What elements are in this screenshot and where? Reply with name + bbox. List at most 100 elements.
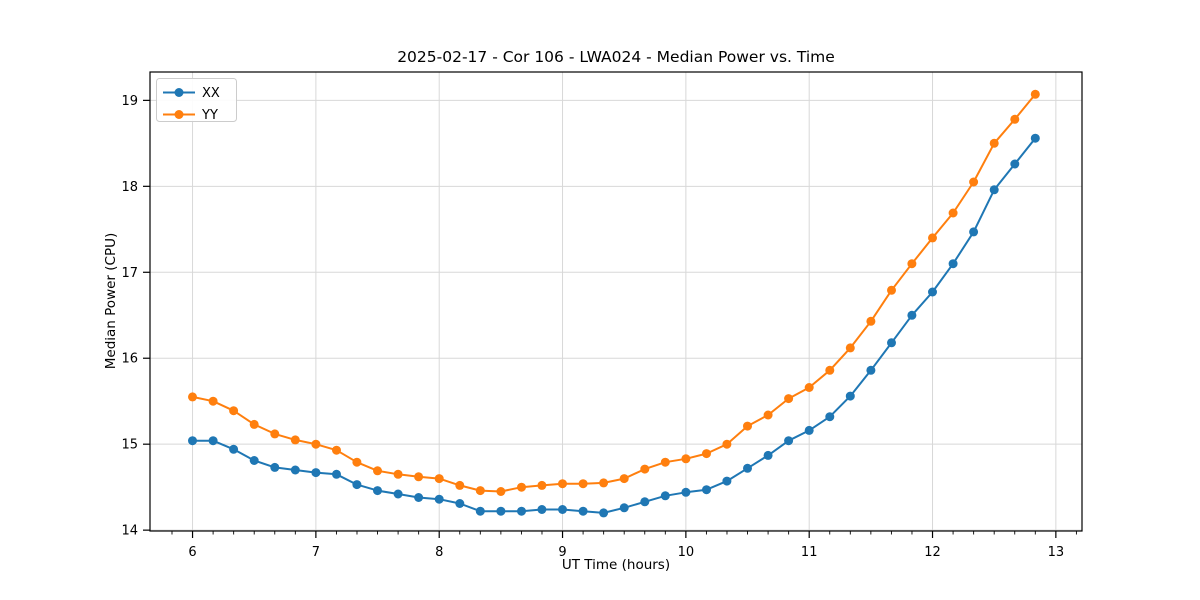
series-xx-marker [434,494,444,504]
y-tick-label: 15 [121,438,138,453]
series-yy-marker [887,285,896,295]
y-tick-label: 16 [121,352,138,367]
series-xx-marker [455,499,465,508]
series-yy-marker [763,410,773,420]
series-yy-marker [558,479,567,489]
series-yy-marker [845,343,855,353]
series-xx-marker [414,493,424,502]
gridlines [150,72,1082,531]
legend-item-xx: XX [163,86,220,101]
series-xx-marker [208,436,218,446]
series-xx-marker [1010,159,1020,169]
x-axis-label: UT Time (hours) [561,557,671,573]
legend-label: XX [202,86,220,101]
series-xx-marker [804,425,814,435]
series-xx-marker [517,506,526,516]
series-yy-marker [373,466,382,476]
series-xx-marker [475,506,485,516]
series-yy-line [192,93,1037,493]
legend-sample-marker [174,110,184,119]
series-yy-marker [352,457,362,467]
series-yy-marker [229,406,239,416]
x-tick-label: 7 [312,545,320,560]
legend-sample-marker [174,88,184,97]
series-xx-line [192,137,1037,514]
series-yy-marker [969,177,979,187]
series-xx-marker [825,412,835,422]
series-yy-marker [743,421,752,431]
legend: XX YY [156,78,237,123]
series-yy-marker [722,439,732,449]
series-xx-marker [928,287,937,297]
y-tick-label: 19 [121,94,138,109]
series-yy-marker [804,383,814,392]
series-yy-marker [1010,114,1020,124]
series-xx-marker [845,391,855,401]
series-xx-marker [270,462,280,472]
y-tick-label: 17 [121,266,138,281]
series-yy-marker [311,439,321,449]
series-yy-marker [290,435,300,445]
series-xx-marker [907,310,917,320]
series-yy-marker [249,419,259,429]
series-xx-marker [1030,133,1040,143]
x-tick-label: 9 [558,545,566,560]
series-xx-marker [373,486,382,496]
series-xx-marker [311,468,321,478]
series-yy-marker [907,259,917,269]
series-xx-marker [290,465,300,475]
series-yy-marker [866,316,876,326]
series-yy-marker [989,138,999,148]
series-xx-marker [332,469,341,479]
legend-item-yy: YY [163,108,218,123]
series-xx-marker [558,505,567,514]
x-tick-label: 13 [1048,545,1065,560]
series-xx-marker [188,436,197,446]
legend-label: YY [201,108,218,123]
x-tick-label: 10 [678,545,695,560]
series-xx-marker [537,505,547,514]
series-xx-marker [969,227,979,237]
series-yy-marker [640,464,650,474]
y-tick-labels: 14 15 16 17 18 19 [121,94,138,539]
series-xx [188,133,1040,518]
series-yy-marker [434,474,444,484]
series-yy-marker [928,233,937,243]
series-yy [188,89,1040,496]
series-xx-marker [393,489,403,499]
series-xx-marker [599,508,609,518]
series-yy-marker [578,479,588,489]
y-tick-label: 14 [121,524,138,539]
series-yy-marker [825,365,835,375]
chart-title: 2025-02-17 - Cor 106 - LWA024 - Median P… [397,48,835,66]
series-xx-marker [496,506,506,516]
axis-ticks [143,99,1077,538]
series-xx-marker [352,480,362,490]
series-xx-marker [702,485,711,495]
y-axis-label: Median Power (CPU) [103,232,119,370]
series-xx-marker [640,497,650,507]
series-yy-marker [414,472,424,482]
series-xx-marker [578,506,588,516]
series-xx-marker [763,450,773,460]
series-yy-marker [270,429,280,439]
x-tick-label: 6 [188,545,196,560]
series-yy-marker [784,394,794,404]
series-xx-marker [722,476,732,486]
series-yy-marker [599,478,609,488]
series-xx-marker [619,503,629,513]
series-xx-marker [784,436,794,446]
series-xx-marker [229,444,239,454]
series-yy-marker [702,449,711,459]
series-yy-marker [208,396,218,406]
series-yy-marker [948,208,958,218]
series-yy-marker [681,454,691,464]
series-xx-marker [660,491,670,501]
series-yy-marker [475,486,485,496]
series-yy-marker [537,480,547,490]
series-yy-marker [619,474,629,484]
series-yy-marker [496,487,506,496]
series-xx-marker [866,365,876,375]
